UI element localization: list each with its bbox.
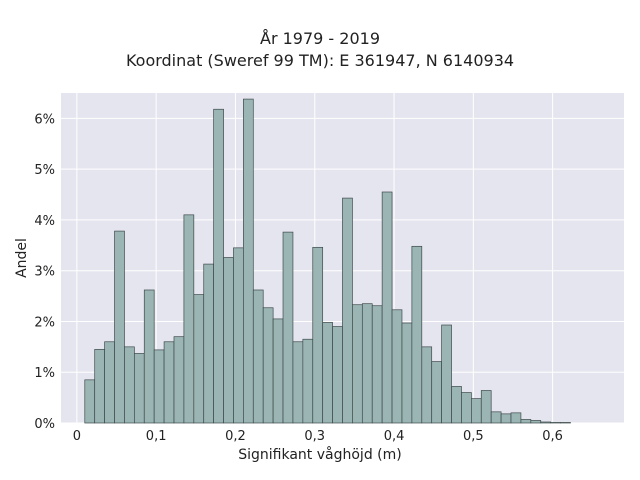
histogram-bar	[500, 413, 512, 424]
histogram-bar	[480, 390, 492, 424]
histogram-bar	[451, 386, 462, 424]
histogram-bar	[421, 346, 433, 424]
histogram-bar	[193, 294, 205, 424]
histogram-bar	[490, 411, 502, 424]
histogram-bar	[173, 336, 185, 424]
histogram-bar	[391, 309, 403, 424]
histogram-bar	[371, 305, 383, 424]
x-tick-label: 0,5	[463, 429, 484, 444]
y-tick-label: 4%	[34, 214, 55, 229]
histogram-bar	[213, 108, 224, 424]
y-tick-label: 3%	[34, 265, 55, 280]
histogram-bar	[471, 398, 482, 424]
histogram-bar	[104, 341, 115, 424]
histogram-bar	[342, 197, 353, 424]
histogram-bar	[114, 230, 125, 424]
chart-title-line-1: År 1979 - 2019	[260, 29, 380, 48]
x-tick-label: 0	[73, 429, 81, 444]
y-tick-label: 2%	[34, 315, 55, 330]
y-tick-label: 5%	[34, 163, 55, 178]
histogram-bar	[361, 303, 373, 424]
x-tick-label: 0,3	[304, 429, 325, 444]
x-tick-label: 0,4	[384, 429, 405, 444]
histogram-bar	[133, 353, 145, 424]
histogram-bar	[94, 349, 105, 424]
histogram-bar	[252, 289, 264, 424]
histogram-bar	[302, 338, 314, 424]
y-tick-label: 1%	[34, 366, 55, 381]
histogram-bar	[401, 322, 413, 424]
y-tick-label: 6%	[34, 112, 55, 127]
histogram-bar	[381, 191, 393, 424]
histogram-bar	[510, 412, 522, 424]
histogram-bar	[84, 379, 96, 424]
y-tick-label: 0%	[34, 417, 55, 432]
histogram-bar	[322, 322, 333, 424]
histogram-bar	[352, 304, 363, 424]
histogram-bar	[550, 422, 561, 424]
histogram-bar	[312, 246, 324, 424]
histogram-bar	[282, 231, 294, 424]
x-tick-label: 0,2	[225, 429, 246, 444]
histogram-bar	[203, 263, 214, 424]
x-tick-label: 0,6	[542, 429, 563, 444]
chart-title-line-2: Koordinat (Sweref 99 TM): E 361947, N 61…	[125, 51, 515, 70]
histogram-bar	[163, 341, 175, 424]
histogram-bar	[332, 326, 343, 424]
histogram-bar	[143, 289, 155, 424]
histogram-bar	[540, 421, 552, 424]
histogram-bar	[272, 318, 284, 424]
histogram-bar	[441, 324, 452, 424]
histogram-bar	[183, 214, 195, 424]
histogram-bar	[243, 98, 254, 424]
histogram-bar	[431, 361, 442, 424]
x-axis-label: Signifikant våghöjd (m)	[238, 447, 402, 463]
histogram-bar	[530, 420, 542, 424]
histogram-bar	[560, 422, 571, 424]
histogram-bar	[520, 419, 532, 424]
histogram-bar	[461, 392, 472, 424]
histogram-bar	[262, 307, 274, 424]
y-axis-label: Andel	[14, 238, 30, 278]
histogram-bar	[233, 247, 244, 424]
histogram-bar	[223, 257, 234, 424]
histogram-bar	[153, 349, 165, 424]
histogram-bar	[292, 341, 304, 424]
histogram-bar	[124, 346, 135, 424]
x-tick-label: 0,1	[146, 429, 167, 444]
histogram-bar	[411, 245, 423, 424]
